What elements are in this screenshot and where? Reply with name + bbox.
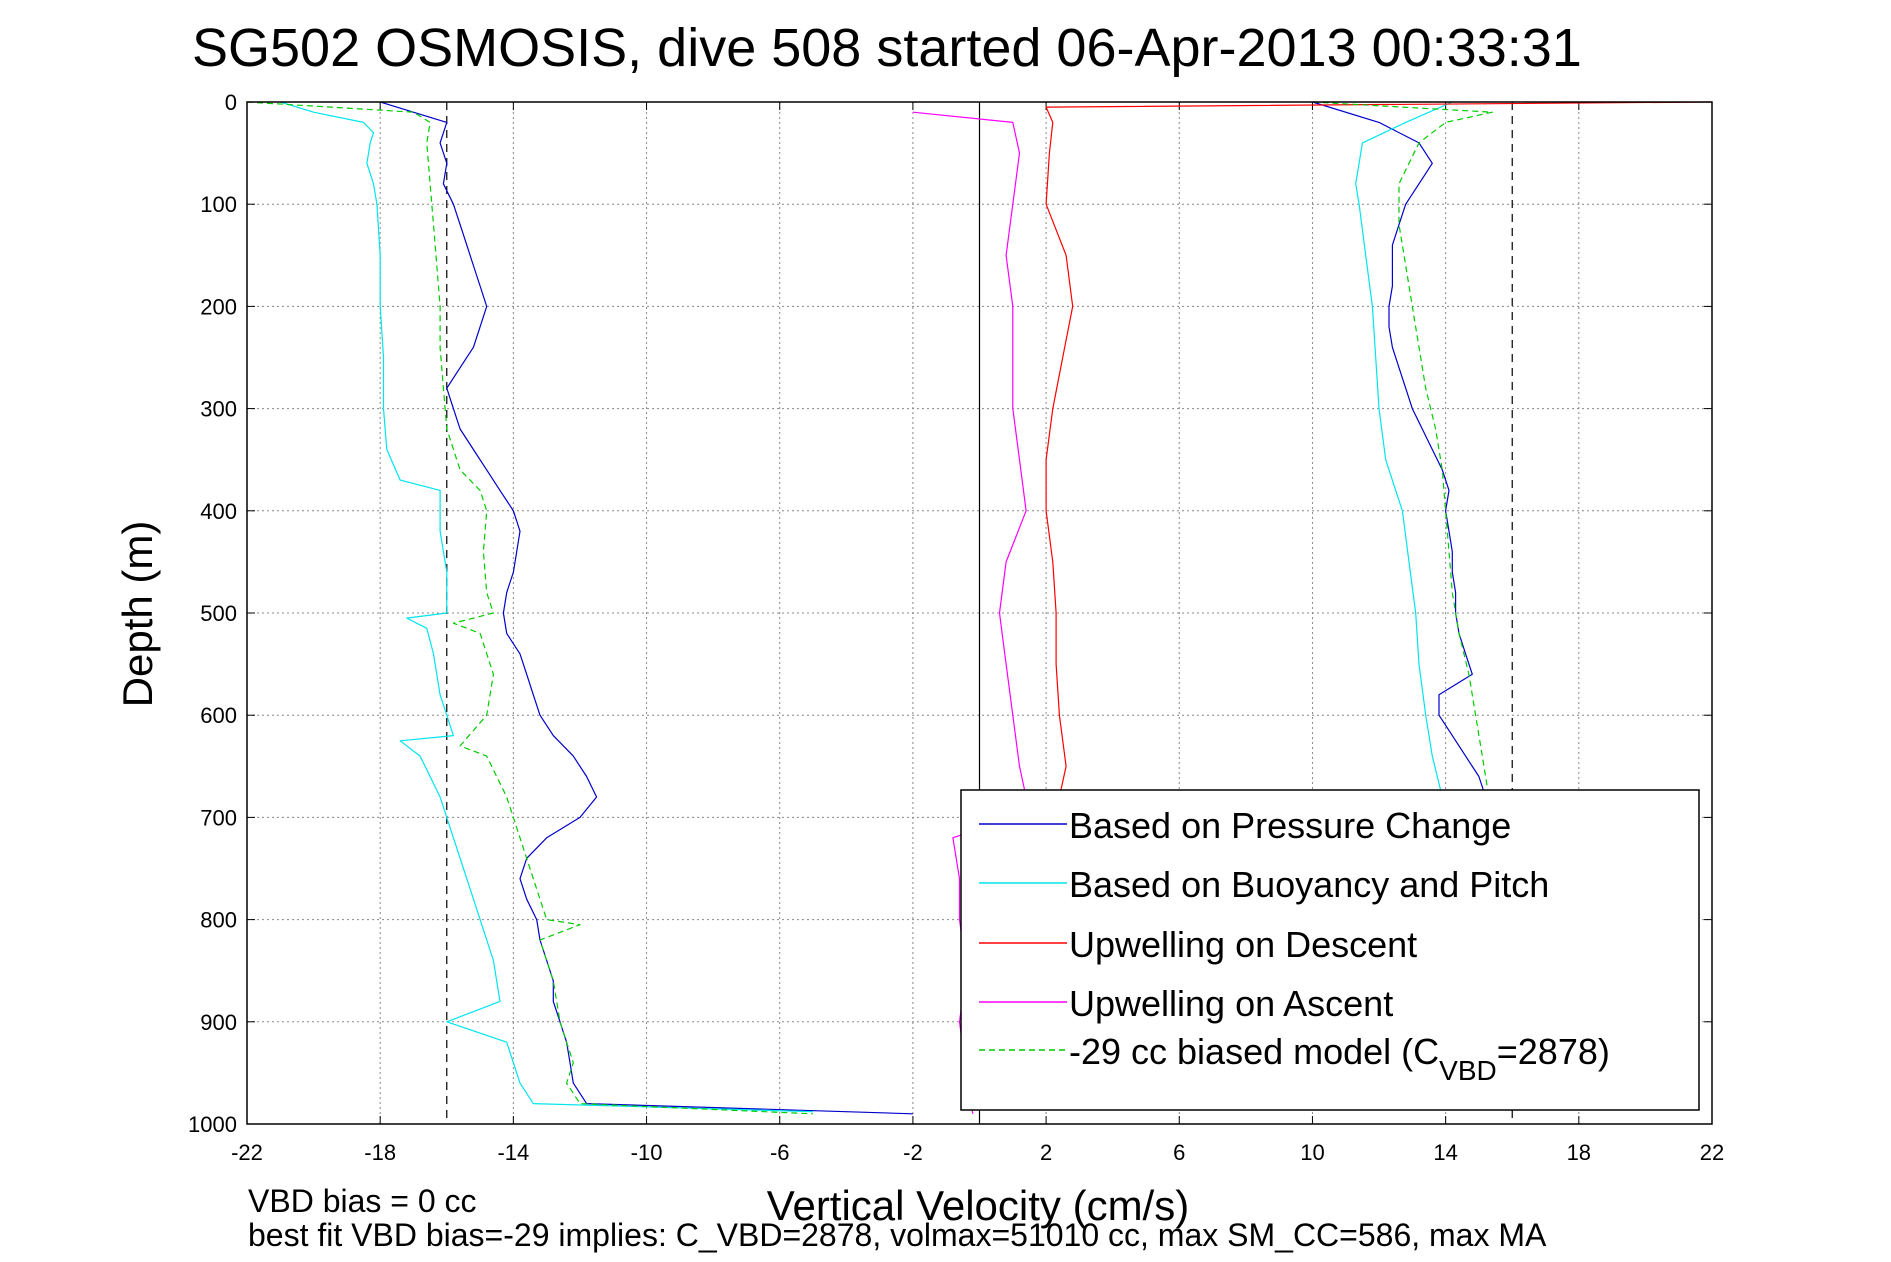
series-line-model_ascent (1312, 101, 1493, 798)
y-tick-label: 200 (200, 294, 237, 319)
legend-label: Upwelling on Descent (1069, 924, 1417, 965)
x-tick-label: -10 (631, 1140, 663, 1165)
x-tick-label: -22 (231, 1140, 263, 1165)
y-axis-label: Depth (m) (114, 521, 161, 708)
x-tick-label: 10 (1300, 1140, 1324, 1165)
series-line-buoyancy_ascent (1355, 101, 1453, 798)
x-tick-label: 2 (1040, 1140, 1052, 1165)
y-tick-label: 300 (200, 397, 237, 422)
series-line-model_descent (246, 101, 814, 1115)
x-tick-label: 22 (1700, 1140, 1724, 1165)
y-tick-label: 400 (200, 499, 237, 524)
footer-line-1: VBD bias = 0 cc (248, 1183, 477, 1219)
footer-line-2: best fit VBD bias=-29 implies: C_VBD=287… (248, 1217, 1547, 1253)
legend-label: Based on Pressure Change (1069, 805, 1511, 846)
y-tick-label: 900 (200, 1010, 237, 1035)
y-tick-label: 500 (200, 601, 237, 626)
y-tick-label: 700 (200, 805, 237, 830)
x-tick-label: 18 (1567, 1140, 1591, 1165)
legend-box (960, 789, 1700, 1111)
y-tick-label: 1000 (188, 1112, 237, 1137)
series-line-upwelling_descent (1045, 101, 1713, 818)
y-tick-label: 0 (225, 90, 237, 115)
series-line-pressure_descent (380, 101, 913, 1115)
x-tick-label: -14 (497, 1140, 529, 1165)
x-tick-label: -2 (903, 1140, 923, 1165)
legend-label: Based on Buoyancy and Pitch (1069, 864, 1549, 905)
series-line-pressure_ascent (1312, 101, 1487, 798)
plot-frame (246, 101, 1713, 1125)
legend-label: -29 cc biased model (CVBD=2878) (1069, 1031, 1610, 1086)
x-axis-label: Vertical Velocity (cm/s) (767, 1182, 1189, 1229)
y-tick-label: 800 (200, 908, 237, 933)
x-tick-label: -18 (364, 1140, 396, 1165)
series-line-buoyancy_descent (280, 101, 814, 1113)
data-series (246, 101, 1713, 1115)
x-tick-label: 14 (1433, 1140, 1457, 1165)
chart-title: SG502 OSMOSIS, dive 508 started 06-Apr-2… (192, 18, 1582, 78)
y-tick-label: 100 (200, 192, 237, 217)
legend: Based on Pressure Change Based on Buoyanc… (960, 789, 1700, 1111)
x-tick-label: -6 (770, 1140, 790, 1165)
x-tick-label: 6 (1173, 1140, 1185, 1165)
legend-label: Upwelling on Ascent (1069, 983, 1393, 1024)
axis-ticks: -22 -18 -14 -10 -6 -2 2 6 10 14 18 2201002003004005… (188, 90, 1724, 1165)
y-tick-label: 600 (200, 703, 237, 728)
